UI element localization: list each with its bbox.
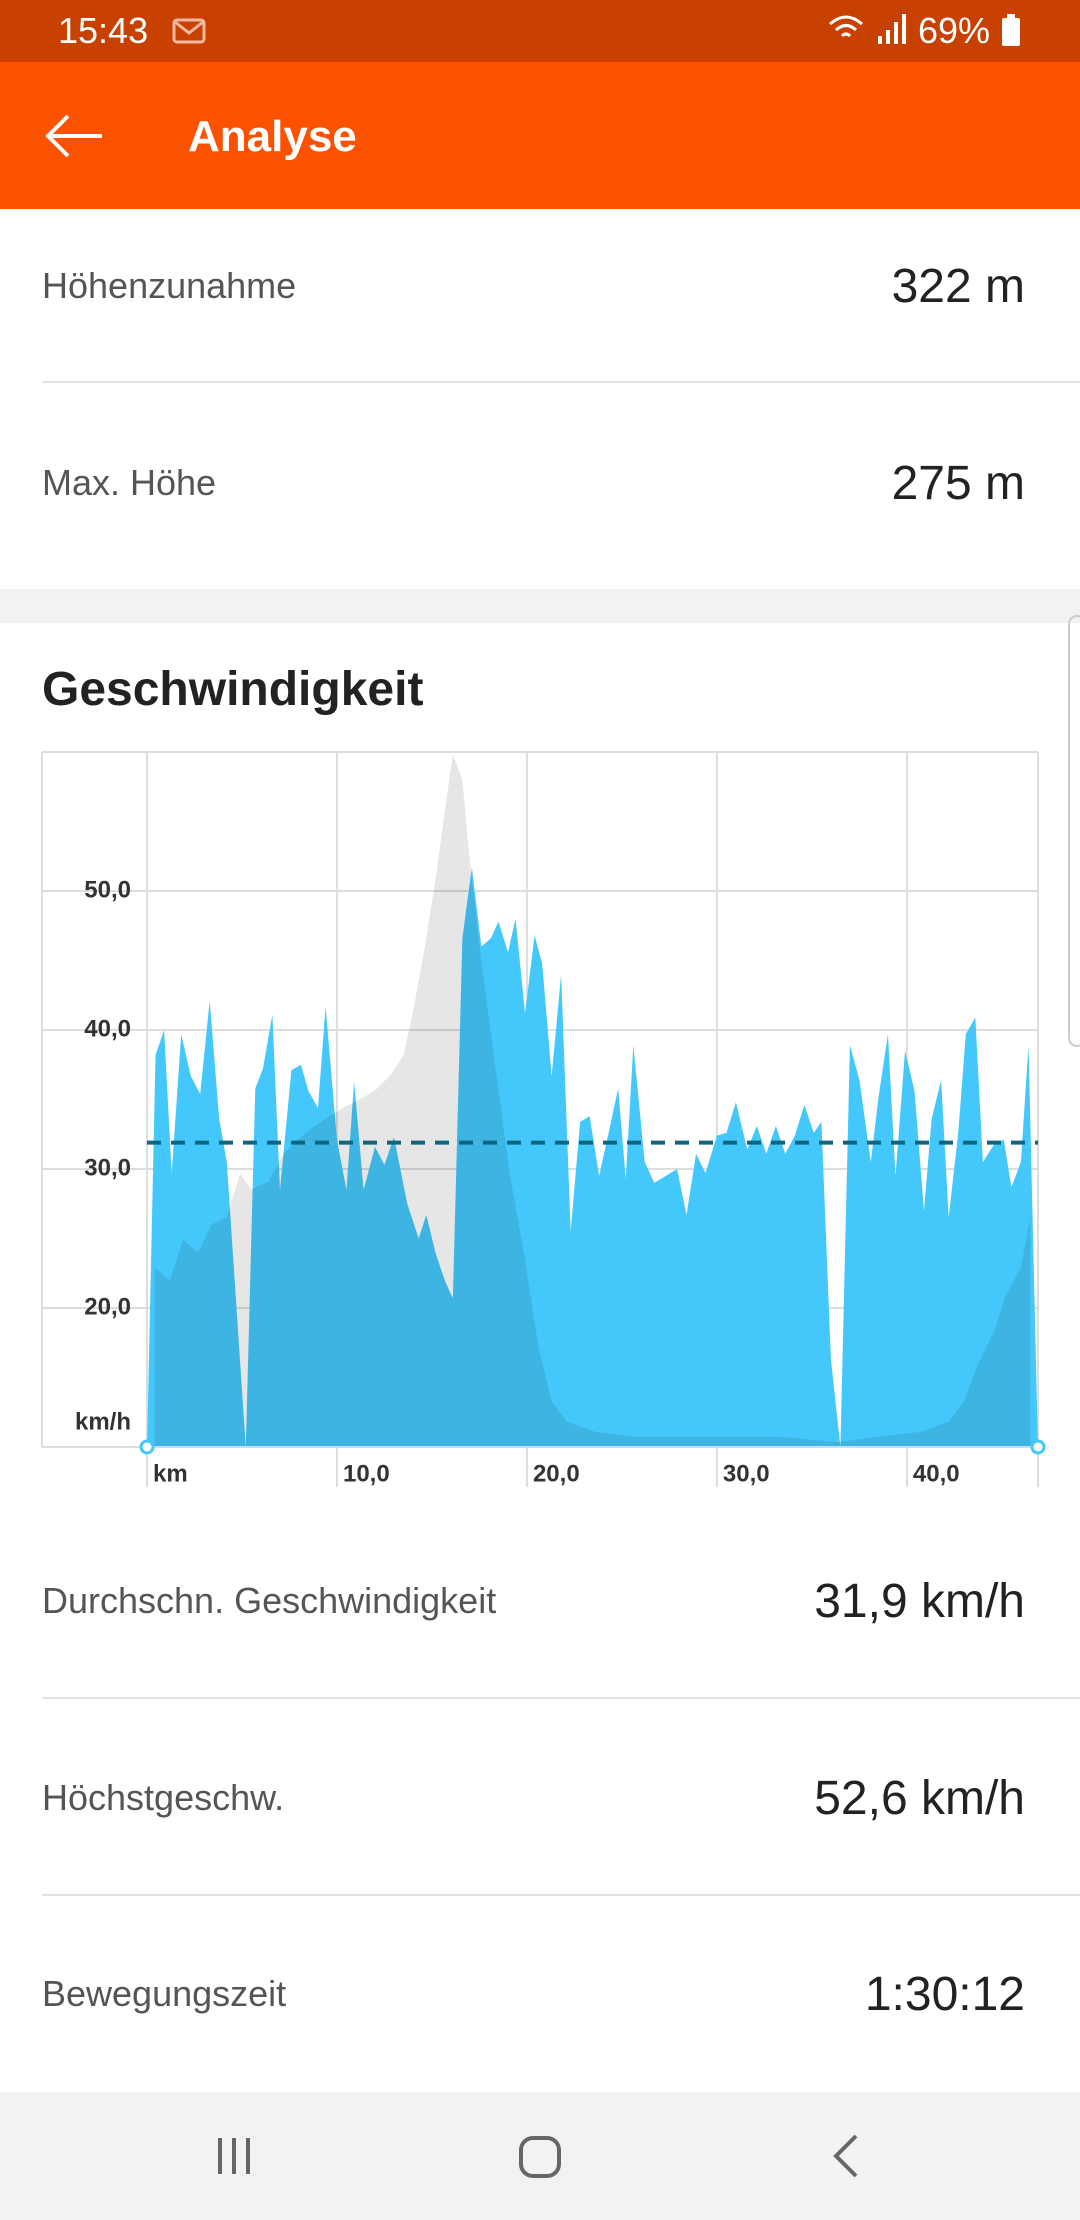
stat-label: Durchschn. Geschwindigkeit [42, 1580, 497, 1621]
stat-label: Max. Höhe [42, 462, 217, 503]
y-tick-label: 50,0 [84, 876, 131, 903]
stat-value: 275 m [891, 456, 1025, 510]
stat-value: 31,9 km/h [814, 1574, 1025, 1628]
battery-level: 69% [918, 10, 991, 51]
stat-row: Höhenzunahme 322 m [42, 246, 1025, 326]
nav-bar [0, 2092, 1080, 2220]
range-handle [1030, 1439, 1046, 1455]
recents-button[interactable] [210, 2132, 260, 2182]
y-tick-label: 30,0 [84, 1154, 131, 1181]
status-bar: 15:43 69% [0, 0, 1080, 62]
stat-label: Höchstgeschw. [42, 1777, 285, 1818]
time: 15:43 [58, 10, 149, 51]
x-tick-label: 10,0 [343, 1460, 390, 1487]
signal-icons [829, 14, 906, 44]
stat-label: Höhenzunahme [42, 265, 297, 306]
y-tick-label: 20,0 [84, 1293, 131, 1320]
stat-value: 52,6 km/h [814, 1771, 1025, 1825]
divider [42, 381, 1080, 383]
stat-row: Höchstgeschw. 52,6 km/h [42, 1758, 1025, 1838]
stat-row: Bewegungszeit 1:30:12 [42, 1954, 1025, 2034]
back-nav-button[interactable] [822, 2132, 872, 2182]
x-tick-label: 30,0 [723, 1460, 770, 1487]
speed-chart: km/h 20,0 30,0 40,0 50,0 km 10,0 20,0 30,0 40,0 [41, 751, 1046, 1487]
app-title: Analyse [188, 112, 357, 161]
stat-value: 1:30:12 [864, 1967, 1025, 2021]
app-bar: Analyse [0, 62, 1080, 209]
y-tick-label: km/h [75, 1408, 131, 1435]
mail-icon [172, 18, 206, 44]
section-gap [0, 589, 1080, 623]
stat-label: Bewegungszeit [42, 1973, 287, 2014]
x-tick-label: 20,0 [533, 1460, 580, 1487]
stat-row: Max. Höhe 275 m [42, 443, 1025, 523]
divider [42, 1697, 1080, 1699]
stat-row: Durchschn. Geschwindigkeit 31,9 km/h [42, 1561, 1025, 1641]
range-handle [139, 1439, 155, 1455]
section-title: Geschwindigkeit [42, 663, 424, 716]
stat-value: 322 m [891, 259, 1025, 313]
back-button[interactable] [42, 112, 106, 160]
divider [42, 1894, 1080, 1896]
scroll-indicator [1068, 615, 1080, 1047]
battery-icon [1002, 14, 1020, 46]
x-tick-label: km [153, 1460, 188, 1487]
home-button[interactable] [515, 2132, 565, 2182]
area [154, 754, 1031, 1447]
x-tick-label: 40,0 [913, 1460, 960, 1487]
y-tick-label: 40,0 [84, 1015, 131, 1042]
